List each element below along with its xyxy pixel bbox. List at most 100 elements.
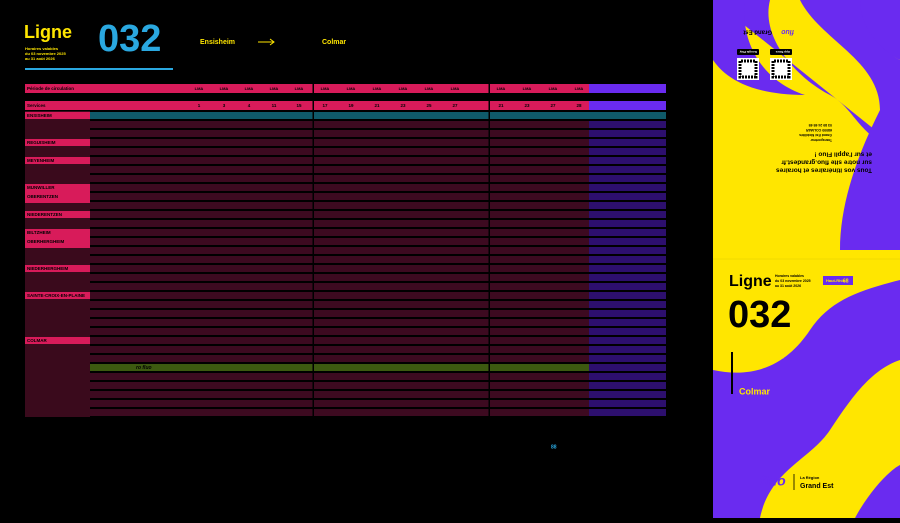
page-number: 88	[551, 444, 557, 450]
row	[90, 202, 589, 209]
stop-cell	[25, 292, 90, 299]
row-extra	[589, 148, 666, 155]
row	[90, 265, 589, 272]
stop-name: ENSISHEIM	[27, 113, 52, 118]
row	[90, 283, 589, 290]
cover-panel: Tous vos itinéraires et horaires sur not…	[713, 0, 900, 518]
period: LMA	[549, 86, 558, 91]
store-badge[interactable]	[737, 49, 759, 55]
group-divider	[312, 84, 314, 417]
period: LMA	[399, 86, 408, 91]
brand-logo: fluo	[760, 473, 786, 489]
row-extra	[589, 364, 666, 371]
line-label: Ligne	[24, 22, 72, 42]
note: ro fluo	[136, 365, 152, 371]
validity: du 03 novembre 2025	[25, 51, 66, 56]
row	[90, 148, 589, 155]
row-extra	[589, 112, 666, 119]
row-extra	[589, 337, 666, 344]
period: LMA	[575, 86, 584, 91]
row-extra	[589, 121, 666, 128]
cover-validity: Horaires valables	[775, 274, 804, 278]
stop-cell	[25, 229, 90, 248]
service-number: 23	[524, 103, 530, 108]
stop-name: NIEDERHERGHEIM	[27, 266, 69, 271]
stop-name: MUNWILLER	[27, 185, 55, 190]
origin: Ensisheim	[200, 39, 235, 46]
row-extra	[589, 283, 666, 290]
row-extra	[589, 247, 666, 254]
period: LMA	[497, 86, 506, 91]
stop-name: MEYENHEIM	[27, 158, 55, 163]
service-number: 21	[498, 103, 504, 108]
contact: Grand Est Mobilités	[799, 133, 832, 137]
row	[90, 301, 589, 308]
stop-name: BILTZHEIM	[27, 230, 51, 235]
region: Grand Est	[800, 483, 834, 490]
qr-pattern	[738, 59, 758, 79]
service-number: 25	[426, 103, 432, 108]
stop-cell	[25, 139, 90, 146]
row	[90, 175, 589, 182]
line-number: 032	[98, 18, 161, 60]
stop-name: COLMAR	[27, 338, 47, 343]
store-label[interactable]: Google Play	[739, 50, 757, 54]
service-number: 23	[400, 103, 406, 108]
row-extra	[589, 175, 666, 182]
service-number: 21	[374, 103, 380, 108]
row	[90, 238, 589, 245]
row	[90, 364, 589, 371]
row	[90, 400, 589, 407]
qr-code	[770, 58, 792, 80]
period: LMA	[295, 86, 304, 91]
stop-name: NIEDERENTZEN	[27, 212, 62, 217]
qr-code	[737, 58, 759, 80]
stop-cell	[25, 184, 90, 203]
period: LMA	[321, 86, 330, 91]
period: LMA	[347, 86, 356, 91]
store-label[interactable]: App Store	[775, 50, 790, 54]
period: LMA	[425, 86, 434, 91]
row-extra	[589, 319, 666, 326]
contact: Transporteur	[810, 138, 832, 142]
row-extra	[589, 373, 666, 380]
contact: 68000 COLMAR	[805, 128, 832, 132]
services-label: Services	[27, 103, 46, 108]
row-extra	[589, 211, 666, 218]
row	[90, 256, 589, 263]
cover-line-number: 032	[728, 294, 791, 336]
stop-cell	[25, 337, 90, 344]
row	[90, 121, 589, 128]
service-number: 3	[223, 103, 226, 108]
stop-name: OBERENTZEN	[27, 194, 58, 199]
row	[90, 112, 589, 119]
row-extra	[589, 220, 666, 227]
stop-cell	[25, 157, 90, 164]
row-extra	[589, 202, 666, 209]
row-extra	[589, 157, 666, 164]
service-number: 17	[322, 103, 328, 108]
row-extra	[589, 265, 666, 272]
service-number: 11	[272, 103, 277, 108]
row-extra	[589, 346, 666, 353]
service-number: 15	[296, 103, 302, 108]
underline	[25, 68, 173, 70]
row	[90, 319, 589, 326]
row-extra	[589, 139, 666, 146]
stop-cell	[25, 211, 90, 218]
timetable: Période de circulation Services LMA LMA LMA L…	[25, 84, 666, 417]
row	[90, 292, 589, 299]
row	[90, 139, 589, 146]
services-row	[25, 101, 589, 110]
row-extra	[589, 400, 666, 407]
store-badge[interactable]	[770, 49, 792, 55]
period: LMA	[245, 86, 254, 91]
row	[90, 211, 589, 218]
row	[90, 346, 589, 353]
badge-label: Haut-Rhin	[826, 278, 846, 283]
period: LMA	[373, 86, 382, 91]
row	[90, 157, 589, 164]
route-bar	[731, 352, 733, 394]
shape	[713, 0, 805, 95]
